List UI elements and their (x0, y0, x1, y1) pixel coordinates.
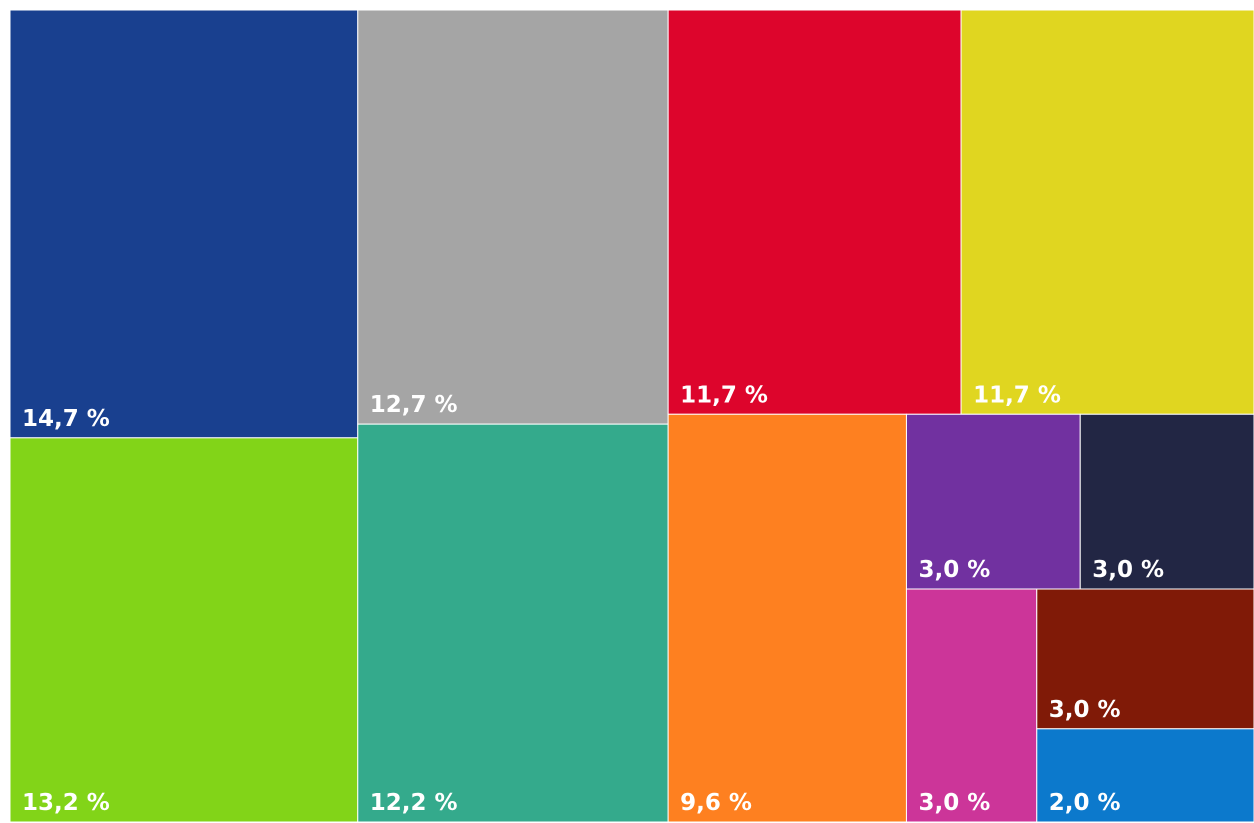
treemap-tile-rect (667, 413, 907, 823)
treemap-tile: 2,0 % (1036, 728, 1254, 823)
treemap-tile-rect (9, 9, 359, 439)
treemap-tile-rect (667, 9, 962, 415)
treemap-tile-label: 11,7 % (680, 382, 768, 408)
treemap-tile-label: 13,2 % (22, 790, 110, 816)
treemap-tile: 3,0 % (1079, 413, 1254, 590)
treemap-tile: 11,7 % (667, 9, 962, 415)
treemap-tile-rect (960, 9, 1254, 415)
treemap-tile: 3,0 % (905, 413, 1081, 590)
treemap-tile: 12,2 % (357, 423, 669, 823)
treemap-tile: 14,7 % (9, 9, 359, 439)
treemap-tile-label: 12,2 % (370, 790, 458, 816)
treemap-tile-rect (905, 413, 1081, 590)
treemap-tile-rect (357, 9, 669, 425)
treemap-tile-label: 9,6 % (680, 790, 752, 816)
treemap-tile-label: 3,0 % (918, 790, 990, 816)
treemap-tile-rect (1079, 413, 1254, 590)
treemap-tile-rect (1036, 588, 1254, 730)
treemap-tile-label: 2,0 % (1049, 790, 1121, 816)
treemap-tile-label: 3,0 % (1092, 557, 1164, 583)
treemap-tile-rect (905, 588, 1038, 823)
treemap-tile-label: 11,7 % (973, 382, 1061, 408)
treemap-tile-label: 3,0 % (1049, 697, 1121, 723)
treemap-tile-rect (9, 437, 359, 823)
treemap-tile: 9,6 % (667, 413, 907, 823)
treemap-tile: 11,7 % (960, 9, 1254, 415)
treemap-tile-label: 12,7 % (370, 392, 458, 418)
treemap-tile: 13,2 % (9, 437, 359, 823)
treemap-tile: 3,0 % (1036, 588, 1254, 730)
treemap-tile-label: 14,7 % (22, 406, 110, 432)
treemap-tile-rect (1036, 728, 1254, 823)
treemap-tile: 12,7 % (357, 9, 669, 425)
treemap-tile-rect (357, 423, 669, 823)
treemap-tile-label: 3,0 % (918, 557, 990, 583)
treemap-tile: 3,0 % (905, 588, 1038, 823)
